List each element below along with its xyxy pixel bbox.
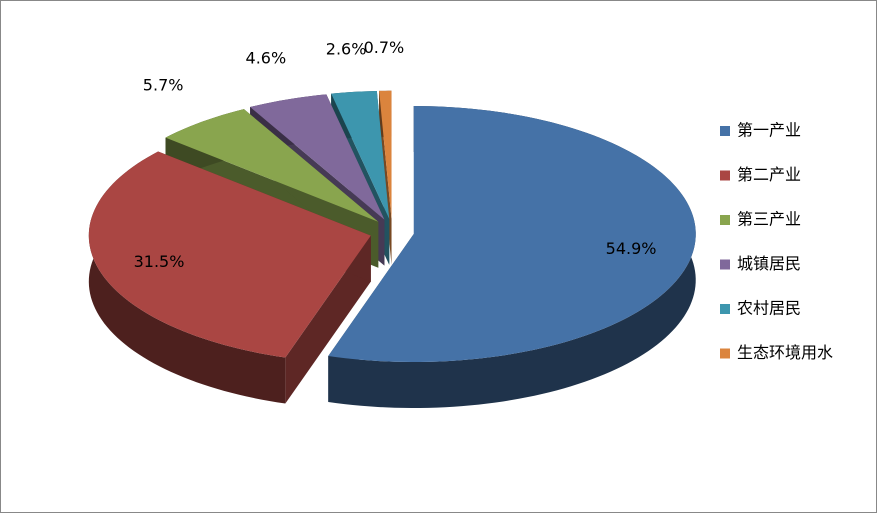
slice [379, 90, 392, 219]
data-label: 5.7% [143, 75, 184, 94]
slice [165, 109, 379, 222]
slice [88, 151, 371, 358]
legend-swatch [720, 348, 730, 359]
slice [331, 91, 390, 219]
legend-swatch [720, 170, 730, 181]
data-label: 54.9% [606, 239, 657, 258]
data-label: 4.6% [246, 49, 287, 68]
legend-swatch [720, 215, 730, 225]
legend-swatch [720, 126, 730, 136]
legend-label: 第二产业 [737, 165, 801, 184]
legend-label: 农村居民 [737, 299, 801, 318]
legend-label: 第一产业 [737, 121, 801, 140]
legend-swatch [720, 304, 730, 314]
slice-tops [88, 90, 696, 363]
slice [328, 106, 696, 363]
data-label: 31.5% [134, 252, 185, 271]
legend-label: 城镇居民 [737, 254, 801, 273]
slice-wall [88, 151, 286, 404]
data-label: 0.7% [364, 38, 405, 57]
slice-side [285, 235, 371, 404]
slice [250, 94, 385, 220]
legend-label: 第三产业 [737, 210, 801, 229]
legend-swatch [720, 259, 730, 270]
data-label: 2.6% [326, 39, 367, 58]
legend-label: 生态环境用水 [737, 343, 833, 362]
